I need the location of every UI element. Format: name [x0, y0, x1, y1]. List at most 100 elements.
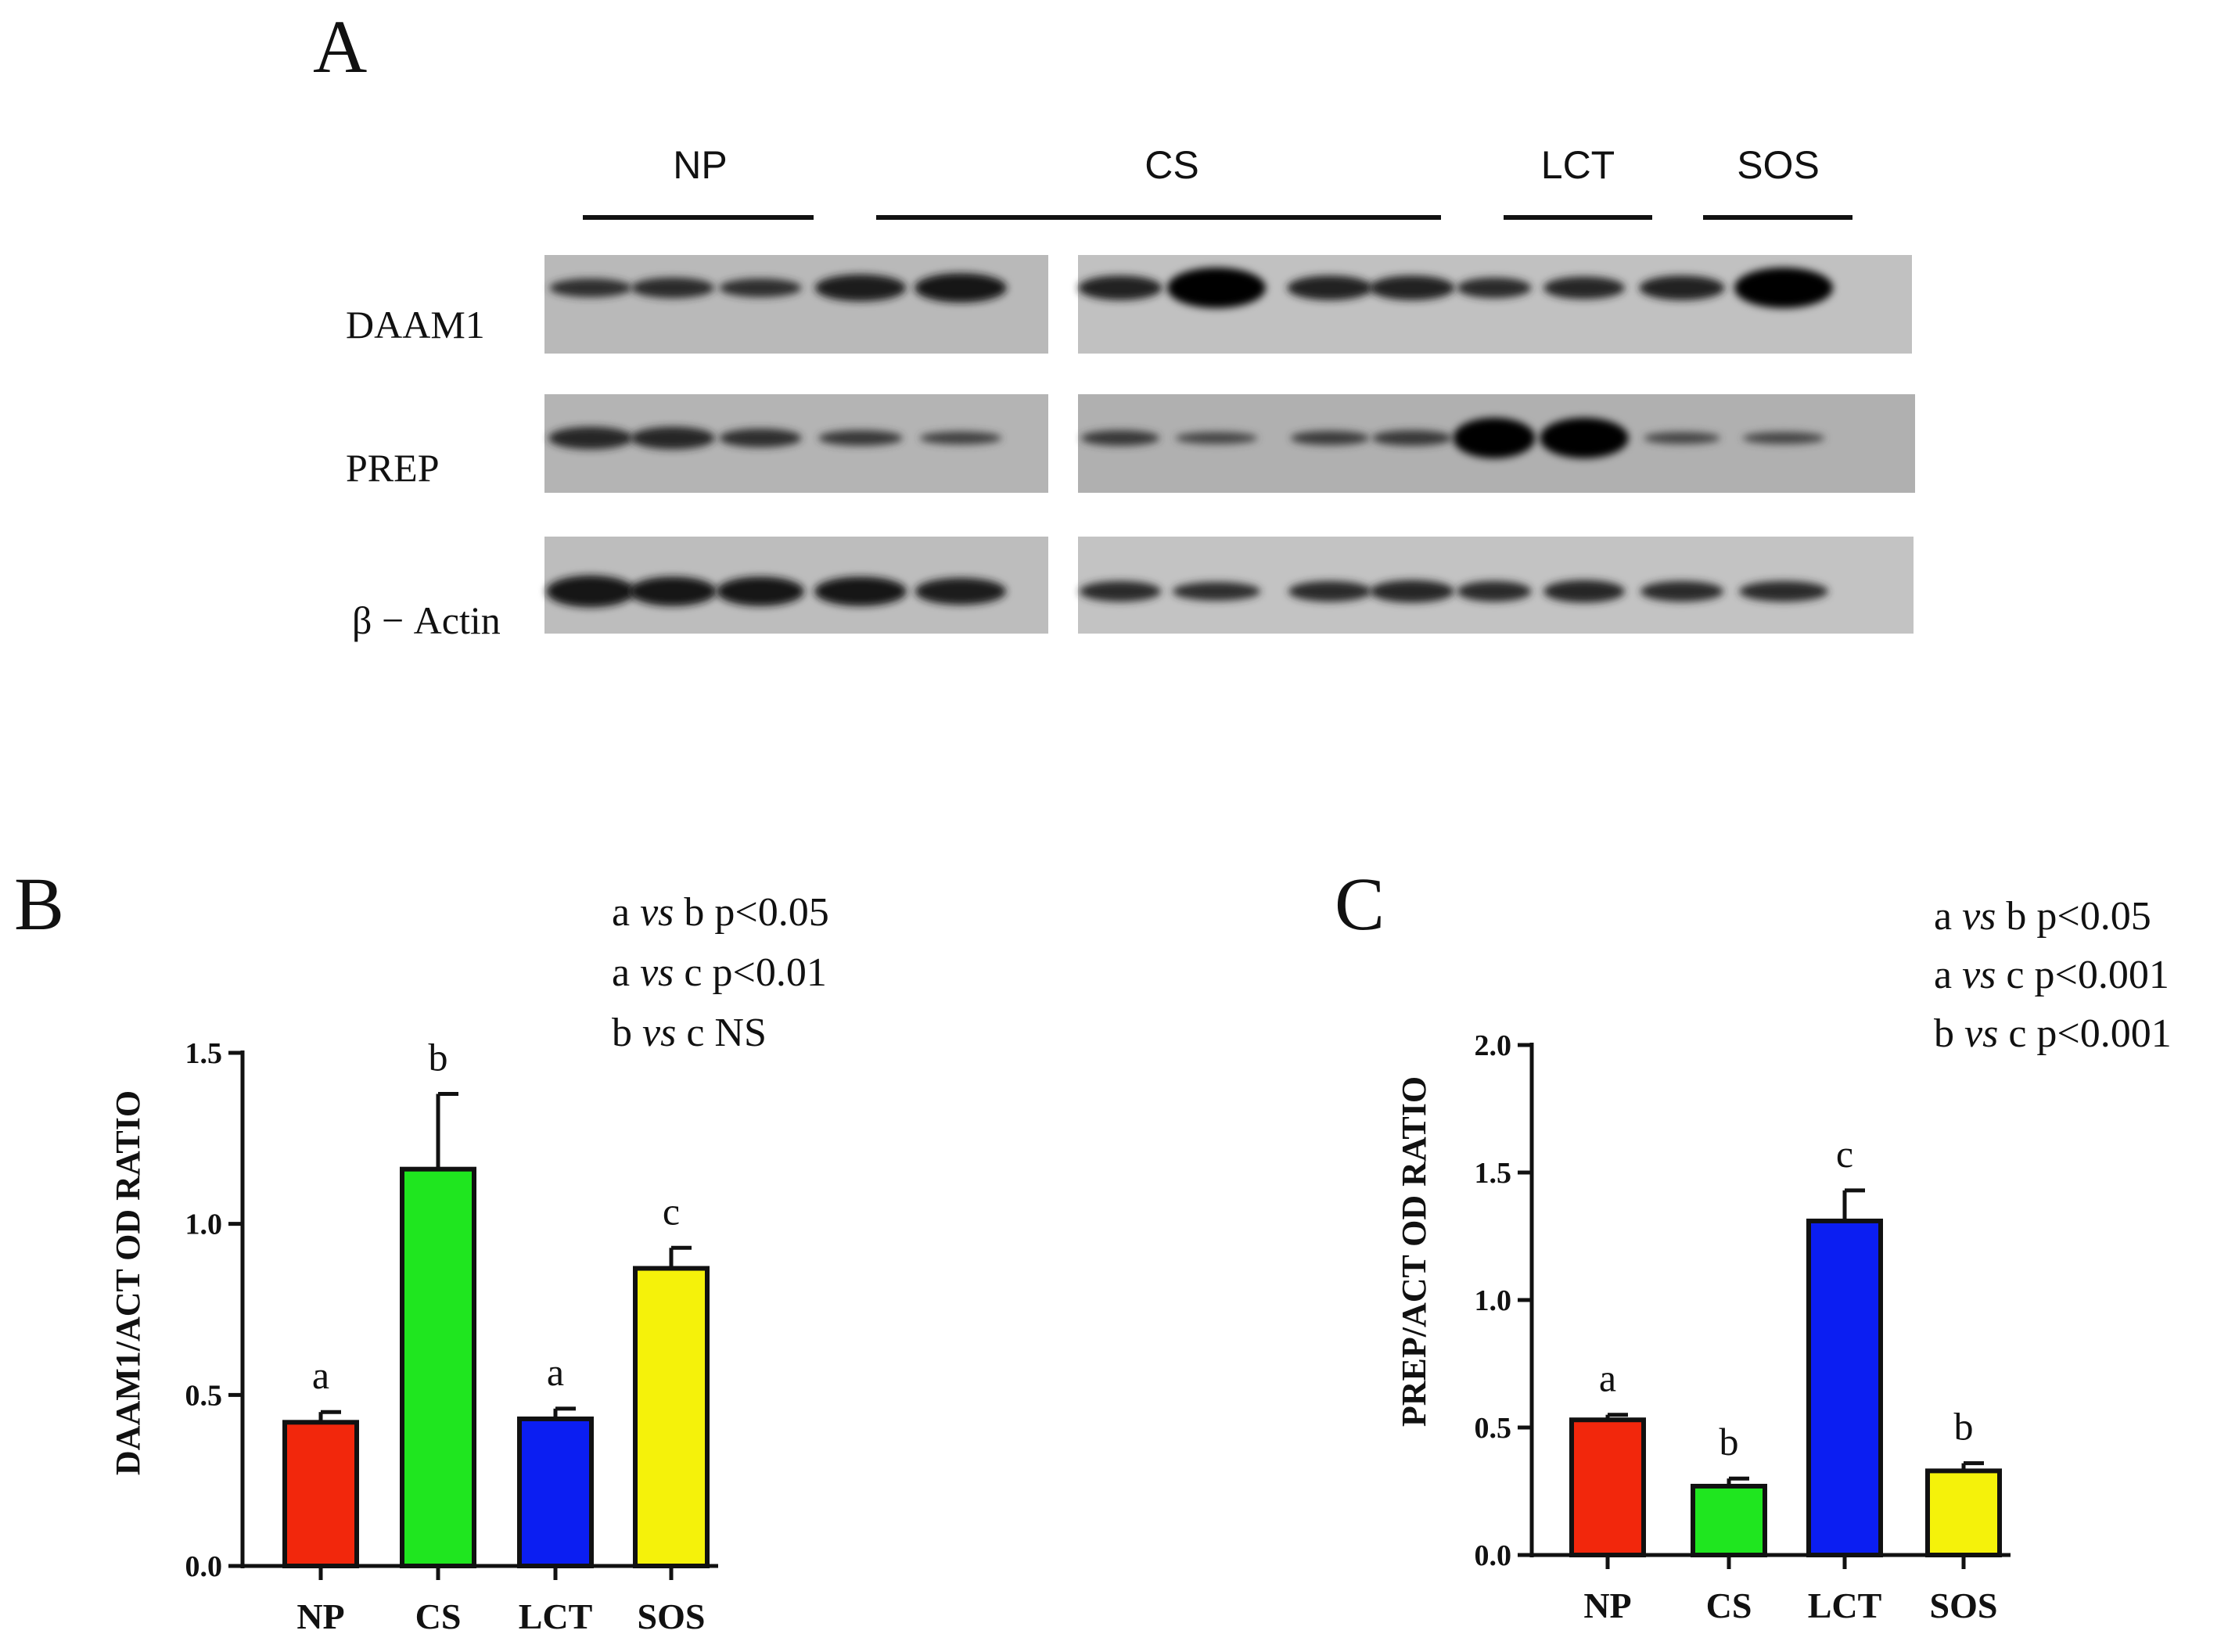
- blot-band: [915, 273, 1007, 303]
- blot-band: [549, 278, 632, 298]
- blot-band: [1457, 580, 1532, 602]
- blot-band: [814, 274, 907, 302]
- blot-band: [1370, 580, 1454, 603]
- blot-band: [1288, 580, 1372, 602]
- chart-c-stats: a vs b p<0.05 a vs c p<0.001 b vs c p<0.…: [1934, 894, 2172, 1056]
- y-tick-label: 0.0: [1475, 1539, 1512, 1572]
- blot-band: [818, 429, 903, 447]
- blot-daam1: [544, 255, 1912, 354]
- significance-letter: a: [312, 1353, 329, 1397]
- blot-band: [814, 576, 907, 606]
- blot-band: [1639, 275, 1725, 300]
- blot-band: [1290, 430, 1370, 446]
- y-tick-label: 1.5: [1475, 1157, 1512, 1190]
- x-tick-label: LCT: [1808, 1586, 1882, 1625]
- blot-band: [717, 576, 804, 606]
- y-tick-label: 2.0: [1475, 1029, 1512, 1062]
- blot-band: [1079, 580, 1162, 602]
- bar-np: [282, 1420, 359, 1568]
- significance-letter: a: [547, 1350, 564, 1394]
- x-tick-label: CS: [1706, 1586, 1752, 1625]
- blot-label-daam1: DAAM1: [346, 303, 485, 347]
- significance-letter: a: [1599, 1356, 1616, 1400]
- bar-np: [1569, 1417, 1646, 1557]
- significance-letter: c: [1836, 1132, 1853, 1176]
- blot-band: [1742, 432, 1825, 444]
- chart-c-stat-0: a vs b p<0.05: [1934, 894, 2151, 939]
- blot-band: [1175, 432, 1258, 444]
- blot-band: [631, 277, 715, 299]
- blot-band: [1739, 580, 1828, 602]
- chart-b-stat-0: a vs b p<0.05: [612, 890, 829, 935]
- group-label-np: NP: [673, 143, 727, 187]
- blot-prep-bands: [548, 418, 1825, 458]
- blot-band: [546, 575, 635, 608]
- chart-b-stats: a vs b p<0.05 a vs c p<0.01 b vs c NS: [612, 890, 829, 1055]
- chart-b-plot: 0.0 0.5 1.0 1.5 NP a CS b LCT a SOS c: [185, 1035, 718, 1636]
- blot-band: [1369, 275, 1455, 300]
- blot-band: [1172, 581, 1261, 602]
- blot-band: [719, 278, 802, 298]
- chart-c-plot: 0.0 0.5 1.0 1.5 2.0 NP a CS b LCT c SOS b: [1475, 1029, 2011, 1625]
- group-label-lct: LCT: [1541, 143, 1615, 187]
- chart-c: C a vs b p<0.05 a vs c p<0.001 b vs c p<…: [1335, 862, 2172, 1625]
- chart-c-y-axis-title: PREP/ACT OD RATIO: [1395, 1076, 1433, 1427]
- chart-c-stat-2: b vs c p<0.001: [1934, 1011, 2172, 1056]
- blot-band: [1371, 429, 1453, 447]
- x-tick-label: NP: [296, 1596, 344, 1636]
- significance-letter: b: [429, 1035, 448, 1079]
- blot-band: [719, 428, 802, 448]
- chart-b-stat-1: a vs c p<0.01: [612, 950, 827, 995]
- blot-band: [1167, 268, 1266, 308]
- blot-label-beta-actin: β − Actin: [352, 598, 501, 642]
- significance-letter: c: [663, 1189, 680, 1233]
- x-tick-label: SOS: [638, 1596, 706, 1636]
- x-tick-label: CS: [415, 1596, 462, 1636]
- panel-a-letter: A: [313, 5, 367, 88]
- blot-beta-actin: [544, 537, 1914, 634]
- blot-band: [1644, 432, 1720, 444]
- significance-letter: b: [1954, 1405, 1974, 1449]
- blot-band: [631, 426, 715, 450]
- x-tick-label: NP: [1583, 1586, 1631, 1625]
- blot-label-prep: PREP: [346, 446, 440, 490]
- bar-sos: [633, 1266, 710, 1569]
- blot-band: [1640, 580, 1724, 602]
- chart-b: B a vs b p<0.05 a vs c p<0.01 b vs c NS …: [14, 862, 829, 1636]
- blot-band: [1287, 275, 1373, 300]
- panel-b-letter: B: [14, 862, 64, 946]
- y-tick-label: 1.5: [185, 1037, 223, 1070]
- bar-lct: [517, 1416, 594, 1568]
- blot-actin-bands: [546, 575, 1828, 608]
- blot-band: [1078, 275, 1163, 300]
- blot-band: [1080, 429, 1160, 447]
- blot-prep: [544, 394, 1915, 493]
- y-tick-label: 0.5: [185, 1379, 223, 1412]
- x-tick-label: SOS: [1930, 1586, 1998, 1625]
- blot-band: [1457, 277, 1532, 299]
- significance-letter: b: [1720, 1420, 1739, 1463]
- chart-b-stat-2: b vs c NS: [612, 1011, 767, 1055]
- y-tick-label: 1.0: [185, 1208, 223, 1241]
- group-headers: NP CS LCT SOS: [583, 143, 1852, 220]
- bar-cs: [1691, 1483, 1767, 1557]
- blot-band: [1734, 268, 1833, 308]
- chart-b-y-axis-title: DAAM1/ACT OD RATIO: [109, 1090, 147, 1475]
- blot-band: [1543, 276, 1625, 300]
- group-label-sos: SOS: [1737, 143, 1820, 187]
- blot-band: [915, 577, 1007, 605]
- blot-band: [1540, 418, 1629, 458]
- group-label-cs: CS: [1145, 143, 1198, 187]
- bar-cs: [400, 1166, 476, 1569]
- blot-band: [1543, 580, 1625, 603]
- chart-c-stat-1: a vs c p<0.001: [1934, 953, 2169, 997]
- blot-band: [629, 576, 717, 606]
- blot-band: [919, 431, 1002, 445]
- bar-lct: [1806, 1218, 1883, 1557]
- y-tick-label: 1.0: [1475, 1284, 1512, 1317]
- y-tick-label: 0.5: [1475, 1412, 1512, 1445]
- y-tick-label: 0.0: [185, 1550, 223, 1583]
- x-tick-label: LCT: [519, 1596, 593, 1636]
- blot-band: [548, 426, 633, 450]
